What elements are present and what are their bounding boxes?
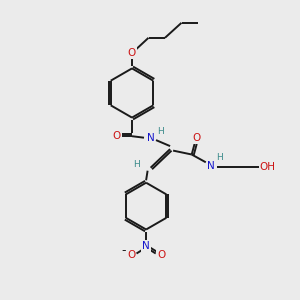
Text: O: O <box>157 250 165 260</box>
Text: H: H <box>216 153 223 162</box>
Text: H: H <box>157 127 164 136</box>
Text: -: - <box>122 244 126 257</box>
Text: O: O <box>192 133 200 143</box>
Text: O: O <box>112 131 121 141</box>
Text: OH: OH <box>259 162 275 172</box>
Text: O: O <box>128 48 136 58</box>
Text: N: N <box>207 161 215 171</box>
Text: O: O <box>127 250 135 260</box>
Text: N: N <box>147 133 154 143</box>
Text: N: N <box>142 241 150 251</box>
Text: H: H <box>133 160 140 169</box>
